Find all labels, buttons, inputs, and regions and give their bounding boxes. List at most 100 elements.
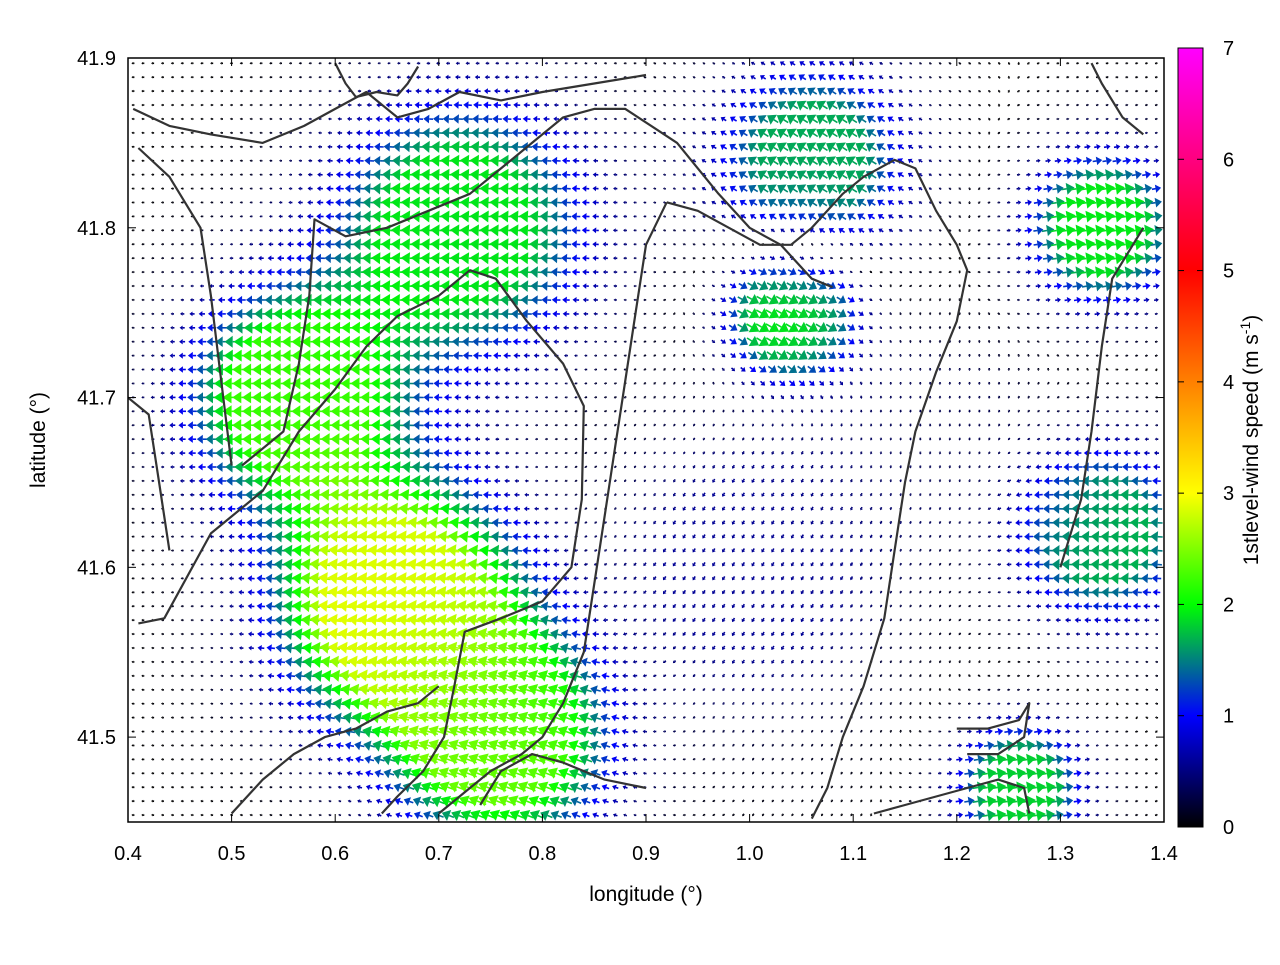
wind-arrow-shaft [645, 647, 646, 648]
wind-arrow-shaft [763, 646, 764, 648]
wind-arrow-shaft [793, 646, 794, 648]
wind-arrow-shaft [743, 618, 744, 620]
wind-arrow-shaft [802, 772, 803, 773]
wind-arrow-shaft [899, 773, 900, 774]
wind-arrow-shaft [940, 661, 941, 662]
wind-arrow-shaft [714, 703, 715, 704]
wind-arrow-shaft [930, 605, 931, 606]
wind-arrow-shaft [753, 730, 754, 731]
wind-arrow-shaft [743, 632, 744, 634]
wind-arrow-shaft [930, 619, 931, 620]
wind-arrow-shaft [1117, 704, 1118, 705]
wind-arrow-shaft [675, 604, 676, 606]
wind-arrow-shaft [970, 661, 971, 662]
wind-arrow-shaft [822, 814, 823, 815]
wind-arrow-shaft [586, 815, 589, 816]
wind-arrow-shaft [626, 746, 629, 747]
wind-arrow-shaft [832, 702, 833, 703]
wind-arrow-shaft [763, 800, 764, 801]
wind-arrow-shaft [714, 758, 715, 759]
wind-arrow-shaft [645, 619, 646, 620]
wind-arrow-shaft [891, 661, 892, 662]
wind-arrow-shaft [753, 646, 754, 648]
wind-arrow-shaft [724, 814, 725, 815]
wind-arrow-shaft [616, 718, 619, 719]
wind-arrow-shaft [822, 632, 823, 634]
wind-arrow-shaft [734, 646, 735, 648]
wind-arrow-shaft [783, 646, 784, 648]
wind-arrow-shaft [802, 814, 803, 815]
wind-arrow-shaft [655, 675, 656, 676]
wind-arrow-shaft [714, 674, 715, 675]
wind-arrow-shaft [1048, 676, 1049, 677]
wind-arrow-shaft [783, 688, 784, 689]
wind-arrow-shaft [812, 744, 813, 745]
wind-arrow-shaft [665, 675, 666, 676]
wind-arrow-shaft [616, 787, 619, 788]
wind-arrow-shaft [694, 632, 695, 634]
wind-arrow-shaft [861, 814, 862, 815]
wind-arrow-shaft [311, 704, 315, 705]
wind-arrow-shaft [1002, 787, 1008, 788]
wind-arrow-shaft [812, 800, 813, 801]
wind-arrow-shaft [684, 717, 685, 718]
wind-arrow-shaft [861, 800, 862, 801]
wind-arrow-shaft [380, 787, 383, 788]
wind-arrow-shaft [577, 648, 581, 649]
wind-arrow-shaft [724, 632, 725, 634]
wind-arrow-shaft [763, 730, 764, 731]
wind-arrow-shaft [950, 633, 951, 634]
wind-arrow-shaft [1054, 746, 1058, 747]
wind-arrow-shaft [1043, 746, 1047, 747]
wind-arrow-shaft [773, 618, 774, 620]
wind-arrow-shaft [753, 800, 754, 801]
wind-arrow-shaft [793, 744, 794, 745]
wind-arrow-shaft [753, 674, 754, 675]
wind-arrow-shaft [891, 702, 892, 703]
wind-arrow-shaft [909, 745, 910, 746]
wind-arrow-shaft [753, 786, 754, 787]
wind-arrow-shaft [606, 760, 610, 761]
wind-arrow-shaft [1014, 732, 1018, 733]
wind-arrow-shaft [763, 604, 764, 606]
wind-arrow-shaft [822, 689, 823, 690]
wind-arrow-shaft [842, 618, 843, 619]
wind-arrow-shaft [982, 801, 988, 802]
wind-arrow-shaft [704, 646, 705, 648]
wind-arrow-shaft [802, 758, 803, 759]
wind-arrow-shaft [714, 744, 715, 745]
wind-arrow-shaft [675, 675, 676, 676]
wind-arrow-shaft [970, 647, 971, 648]
wind-arrow-shaft [409, 815, 412, 816]
wind-arrow-shaft [694, 745, 695, 746]
wind-arrow-shaft [380, 774, 384, 775]
wind-arrow-shaft [773, 730, 774, 731]
wind-arrow-shaft [743, 702, 744, 703]
wind-arrow-shaft [1002, 760, 1008, 761]
wind-arrow-shaft [852, 647, 853, 648]
wind-arrow-shaft [714, 814, 715, 815]
wind-arrow-shaft [890, 786, 891, 787]
wind-arrow [703, 703, 705, 705]
wind-arrow-shaft [773, 604, 774, 606]
wind-arrow-shaft [861, 661, 862, 662]
wind-arrow-shaft [350, 773, 352, 774]
wind-arrow-shaft [861, 619, 862, 620]
wind-arrow [683, 675, 686, 678]
wind-arrow-shaft [861, 633, 862, 634]
wind-arrow-shaft [970, 619, 971, 620]
wind-arrow-shaft [812, 758, 813, 759]
wind-arrow-shaft [635, 801, 636, 802]
wind-arrow-shaft [635, 760, 637, 761]
wind-arrow-shaft [734, 772, 735, 773]
wind-arrow-shaft [557, 634, 562, 635]
wind-arrow-shaft [675, 647, 676, 648]
wind-arrow-shaft [812, 660, 813, 661]
wind-arrow-shaft [920, 619, 921, 620]
wind-arrow-shaft [871, 758, 872, 759]
wind-arrow-shaft [783, 618, 784, 620]
wind-arrow-shaft [714, 646, 715, 648]
wind-arrow-shaft [974, 760, 978, 761]
wind-arrow-shaft [665, 619, 666, 620]
wind-arrow-shaft [389, 815, 391, 816]
